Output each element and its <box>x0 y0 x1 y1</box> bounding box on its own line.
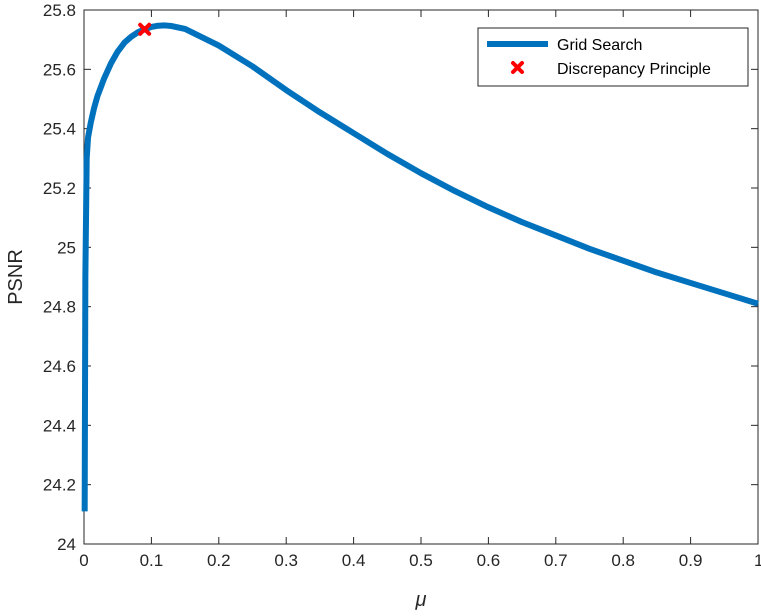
legend-box <box>477 27 749 87</box>
x-tick-label: 0.5 <box>409 551 433 570</box>
x-tick-label: 0.4 <box>342 551 366 570</box>
y-tick-label: 24 <box>57 535 76 554</box>
x-tick-label: 0.7 <box>544 551 568 570</box>
y-tick-label: 24.2 <box>43 476 76 495</box>
y-tick-label: 24.6 <box>43 357 76 376</box>
y-tick-label: 25 <box>57 238 76 257</box>
y-tick-label: 24.8 <box>43 298 76 317</box>
legend-label-discrepancy-principle: Discrepancy Principle <box>557 61 711 78</box>
y-tick-label: 25.6 <box>43 60 76 79</box>
x-tick-label: 0.2 <box>207 551 231 570</box>
series-layer <box>81 22 759 512</box>
y-tick-label: 24.4 <box>43 416 76 435</box>
x-tick-label: 0.8 <box>611 551 635 570</box>
legend-label-grid-search: Grid Search <box>557 37 642 54</box>
x-tick-label: 1 <box>754 551 761 570</box>
series-line-grid-search <box>81 22 759 512</box>
legend-marker-discrepancy-principle <box>511 61 524 74</box>
y-tick-label: 25.4 <box>43 120 76 139</box>
y-axis-ticks: 24 24.2 24.4 24.6 24.8 25 25.2 25.4 25.6 25.8 <box>43 1 758 554</box>
y-tick-label: 25.8 <box>43 1 76 20</box>
y-axis-label: PSNR <box>5 249 27 305</box>
x-tick-label: 0.3 <box>274 551 298 570</box>
x-tick-label: 0.1 <box>140 551 164 570</box>
discrepancy-principle-marker <box>138 22 152 36</box>
plot-area <box>83 9 759 545</box>
x-tick-label: 0.9 <box>679 551 703 570</box>
x-axis-ticks: 0 0.1 0.2 0.3 0.4 0.5 0.6 0.7 0.8 0.9 1 <box>79 10 761 570</box>
x-tick-label: 0 <box>79 551 88 570</box>
x-axis-label: μ <box>415 589 427 611</box>
x-tick-label: 0.6 <box>477 551 501 570</box>
y-tick-label: 25.2 <box>43 179 76 198</box>
legend: Grid Search Discrepancy Principle <box>477 27 749 87</box>
